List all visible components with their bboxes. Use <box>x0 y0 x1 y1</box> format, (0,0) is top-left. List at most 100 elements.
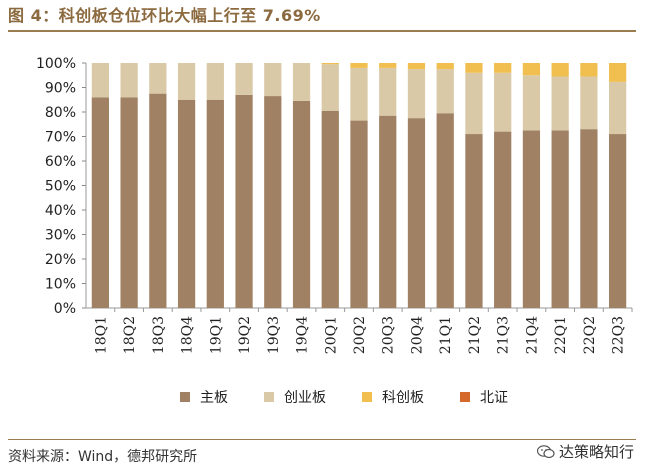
bar-segment-20Q3-1 <box>379 67 397 116</box>
bar-segment-22Q1-0 <box>551 130 569 308</box>
x-tick-label-21Q3: 21Q3 <box>496 316 512 354</box>
bar-segment-21Q3-2 <box>494 63 512 73</box>
bar-segment-20Q2-0 <box>350 120 368 308</box>
x-tick-label-18Q2: 18Q2 <box>122 316 138 354</box>
bar-segment-19Q2-1 <box>235 63 253 95</box>
stacked-bar-chart: 0% 10% 20% 30% 40% 50% 60% 70% 80% 90% 100% 18Q1 18Q… <box>36 56 633 354</box>
legend-label-main-board: 主板 <box>200 390 228 406</box>
x-tick-label-19Q2: 19Q2 <box>237 316 253 354</box>
bar-segment-20Q3-0 <box>379 115 397 308</box>
bar-segment-22Q2-0 <box>580 129 598 308</box>
bar-segment-22Q3-2 <box>609 63 627 82</box>
x-tick-label-20Q3: 20Q3 <box>381 316 397 354</box>
bar-segment-18Q3-0 <box>149 93 167 308</box>
x-tick-label-22Q3: 22Q3 <box>611 316 627 354</box>
x-tick-label-20Q1: 20Q1 <box>323 316 339 354</box>
y-tick-label: 50% <box>45 179 76 195</box>
watermark-text: 达策略知行 <box>558 443 634 461</box>
bar-segment-21Q2-0 <box>465 134 483 308</box>
wechat-icon <box>536 444 555 459</box>
x-tick-label-21Q1: 21Q1 <box>438 316 454 354</box>
bar-segment-21Q4-2 <box>522 63 541 76</box>
y-tick-label: 0% <box>54 301 76 317</box>
bar-segment-18Q2-0 <box>120 97 138 308</box>
legend-swatch-bse <box>460 392 470 402</box>
chart-legend: 主板 创业板 科创板 北证 <box>180 387 508 407</box>
bar-segment-22Q2-2 <box>580 63 598 77</box>
footer-divider <box>8 439 636 440</box>
legend-swatch-chinext <box>264 392 274 402</box>
source-note: 资料来源：Wind，德邦研究所 <box>8 449 198 465</box>
bar-segment-19Q3-0 <box>264 96 282 308</box>
x-tick-label-20Q4: 20Q4 <box>409 316 425 354</box>
x-tick-label-22Q1: 22Q1 <box>553 316 569 354</box>
bar-segment-21Q1-0 <box>436 113 454 308</box>
bar-segment-20Q4-2 <box>407 63 426 70</box>
bar-segment-21Q3-0 <box>494 131 512 308</box>
y-tick-label: 100% <box>36 56 76 72</box>
y-tick-label: 20% <box>45 252 76 268</box>
legend-label-star-market: 科创板 <box>382 390 424 406</box>
bar-segment-20Q4-1 <box>407 69 426 119</box>
y-tick-label: 90% <box>45 81 76 97</box>
x-tick-label-19Q3: 19Q3 <box>266 316 282 354</box>
x-tick-label-18Q3: 18Q3 <box>151 316 167 354</box>
bar-segment-22Q3-0 <box>609 134 627 308</box>
bar-segment-19Q4-0 <box>292 100 311 308</box>
bar-segment-20Q1-1 <box>321 64 339 111</box>
bar-segment-22Q2-1 <box>580 76 598 130</box>
x-tick-label-21Q2: 21Q2 <box>467 316 483 354</box>
legend-item-bse: 北证 <box>460 387 508 407</box>
watermark: 达策略知行 <box>536 441 634 462</box>
bar-segment-19Q1-1 <box>206 63 224 100</box>
legend-item-main-board: 主板 <box>180 387 228 407</box>
bar-segment-22Q3-1 <box>609 81 627 135</box>
y-tick-label: 70% <box>45 130 76 146</box>
bar-segment-21Q2-1 <box>465 72 483 135</box>
y-tick-label: 30% <box>45 228 76 244</box>
bar-segment-20Q3-2 <box>379 63 397 68</box>
bar-segment-20Q2-2 <box>350 63 368 68</box>
bar-segment-21Q1-1 <box>436 69 454 114</box>
legend-item-star-market: 科创板 <box>362 387 424 407</box>
x-tick-label-19Q1: 19Q1 <box>208 316 224 354</box>
bar-segment-18Q4-0 <box>177 99 196 308</box>
legend-label-chinext: 创业板 <box>284 390 326 406</box>
bar-segment-21Q3-1 <box>494 72 512 132</box>
x-tick-label-21Q4: 21Q4 <box>524 316 540 354</box>
y-tick-label: 60% <box>45 154 76 170</box>
y-tick-label: 40% <box>45 203 76 219</box>
bar-segment-19Q1-0 <box>206 99 224 308</box>
legend-label-bse: 北证 <box>480 390 508 406</box>
x-tick-label-22Q2: 22Q2 <box>582 316 598 354</box>
bar-segment-21Q4-1 <box>522 75 541 131</box>
x-tick-label-20Q2: 20Q2 <box>352 316 368 354</box>
legend-swatch-main-board <box>180 392 190 402</box>
bar-segment-19Q2-0 <box>235 94 253 308</box>
bar-segment-18Q2-1 <box>120 63 138 98</box>
legend-item-chinext: 创业板 <box>264 387 326 407</box>
bar-segment-21Q1-2 <box>436 63 454 70</box>
bar-segment-18Q1-0 <box>91 97 109 308</box>
y-tick-label: 80% <box>45 105 76 121</box>
title-divider <box>8 30 636 32</box>
x-tick-label-18Q4: 18Q4 <box>180 316 196 354</box>
y-tick-label: 10% <box>45 277 76 293</box>
chart-title: 图 4：科创板仓位环比大幅上行至 7.69% <box>8 6 321 25</box>
bar-segment-20Q4-0 <box>407 118 426 308</box>
bar-segment-22Q1-2 <box>551 63 569 77</box>
bar-segment-18Q1-1 <box>91 63 109 98</box>
bar-segment-20Q1-2 <box>321 63 339 65</box>
bar-segment-19Q3-1 <box>264 63 282 97</box>
bar-segment-20Q1-0 <box>321 110 339 309</box>
legend-swatch-star-market <box>362 392 372 402</box>
x-tick-label-18Q1: 18Q1 <box>93 316 109 354</box>
bar-segment-18Q3-1 <box>149 63 167 94</box>
bar-segment-18Q4-1 <box>177 63 196 100</box>
bar-segment-21Q2-2 <box>465 63 483 73</box>
bar-segment-22Q1-1 <box>551 76 569 131</box>
bar-segment-19Q4-1 <box>292 63 311 101</box>
x-tick-label-19Q4: 19Q4 <box>295 316 311 354</box>
bar-segment-21Q4-0 <box>522 130 541 308</box>
bar-segment-20Q2-1 <box>350 67 368 121</box>
